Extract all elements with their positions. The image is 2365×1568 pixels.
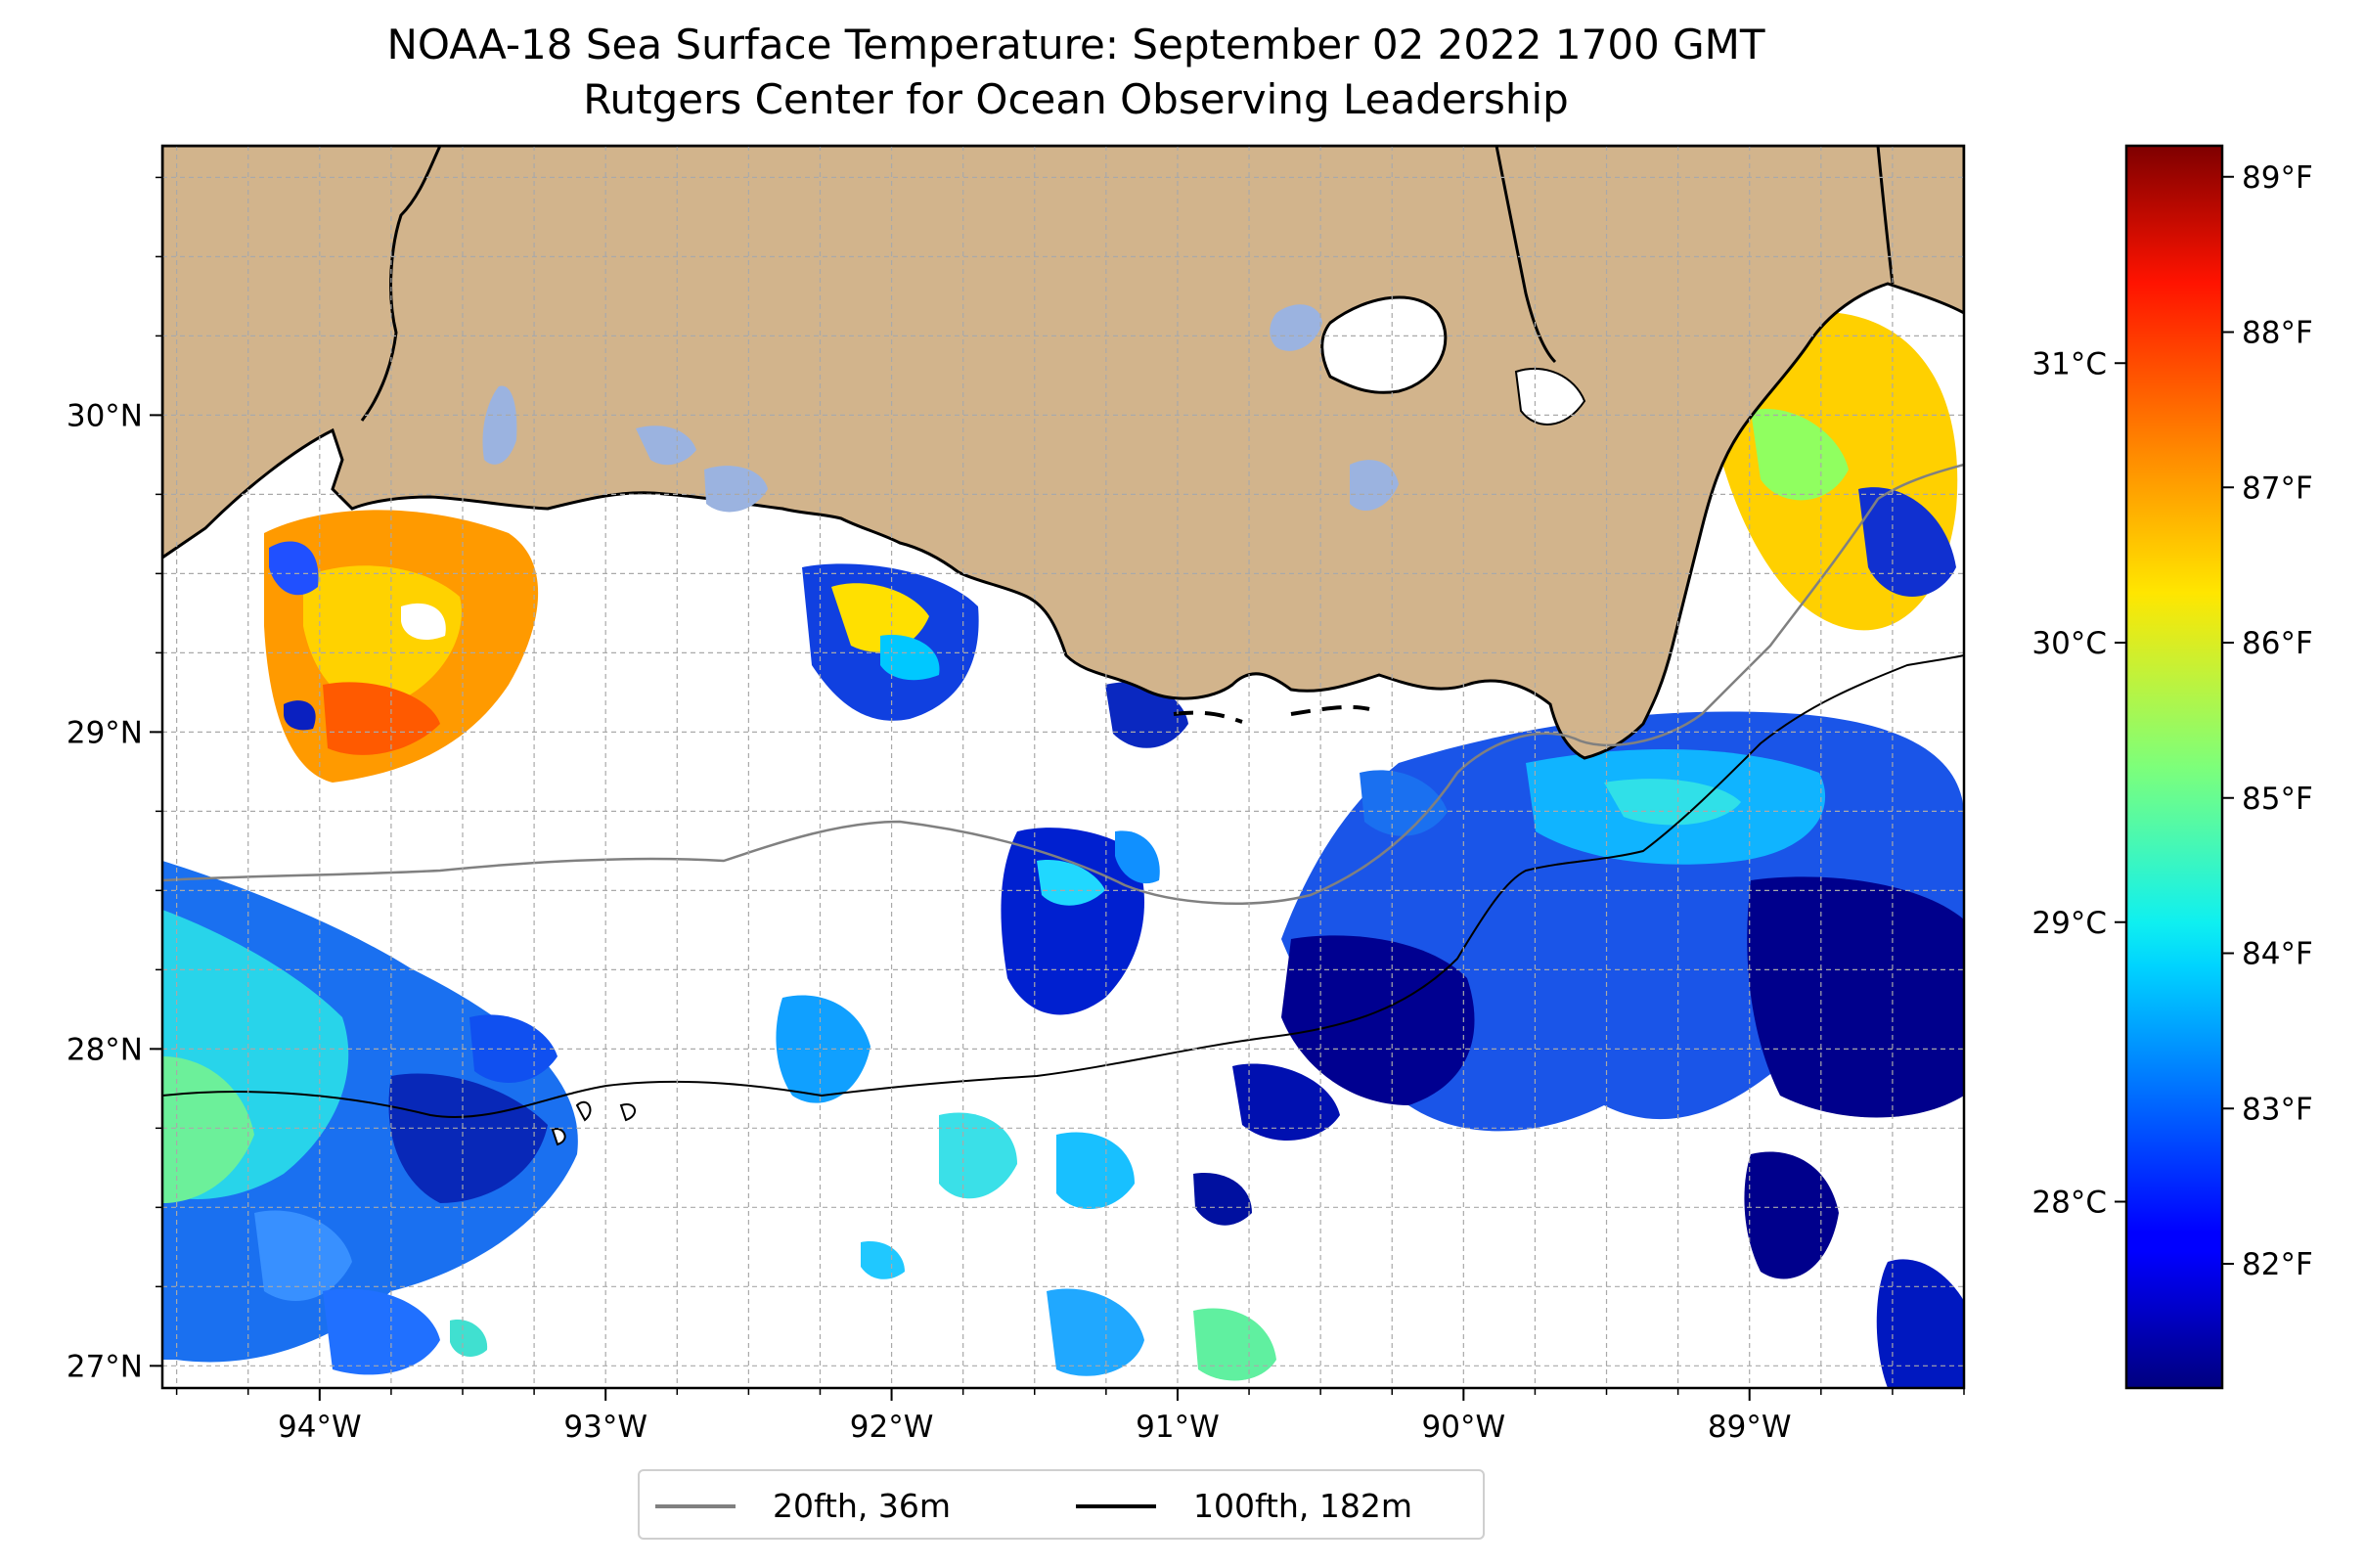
lat-tick-label: 28°N — [67, 1032, 143, 1067]
latitude-axis: 27°N 28°N 29°N 30°N — [67, 176, 162, 1384]
lakes — [482, 304, 1399, 513]
isobath-20fth — [162, 463, 1964, 905]
lon-tick-label: 94°W — [278, 1410, 362, 1445]
legend-swatch-100fth — [1076, 1504, 1156, 1508]
isobath-100fth — [162, 654, 1964, 1119]
colorbar-f-label: 86°F — [2242, 626, 2313, 661]
map-frame — [160, 144, 1966, 1390]
longitude-axis: 94°W 93°W 92°W 91°W 90°W 89°W — [175, 1388, 1965, 1445]
colorbar-c-label: 30°C — [2031, 626, 2107, 661]
colorbar-f-label: 84°F — [2242, 937, 2313, 972]
lon-tick-label: 89°W — [1708, 1410, 1792, 1445]
colorbar-fahrenheit-axis: 89°F 88°F 87°F 86°F 85°F 84°F 83°F 82°F — [2222, 160, 2313, 1282]
map-title: NOAA-18 Sea Surface Temperature: Septemb… — [386, 21, 1765, 68]
legend: 20fth, 36m 100fth, 182m — [638, 1469, 1485, 1540]
legend-label-20fth: 20fth, 36m — [773, 1487, 951, 1525]
colorbar-f-label: 87°F — [2242, 470, 2313, 506]
colorbar-f-label: 83°F — [2242, 1092, 2313, 1127]
colorbar — [2124, 144, 2224, 1390]
colorbar-f-label: 85°F — [2242, 782, 2313, 817]
legend-swatch-20fth — [655, 1504, 736, 1508]
lat-tick-label: 30°N — [67, 398, 143, 433]
lon-tick-label: 92°W — [850, 1410, 934, 1445]
gridlines — [162, 146, 1964, 1388]
colorbar-celsius-axis: 31°C 30°C 29°C 28°C — [2031, 346, 2126, 1221]
colorbar-c-label: 29°C — [2031, 906, 2107, 941]
colorbar-f-label: 89°F — [2242, 160, 2313, 196]
lon-tick-label: 90°W — [1422, 1410, 1506, 1445]
lat-tick-label: 29°N — [67, 715, 143, 750]
map-subtitle: Rutgers Center for Ocean Observing Leade… — [583, 75, 1569, 123]
colorbar-c-label: 31°C — [2031, 346, 2107, 381]
colorbar-c-label: 28°C — [2031, 1186, 2107, 1221]
lon-tick-label: 93°W — [563, 1410, 647, 1445]
colorbar-f-label: 82°F — [2242, 1247, 2313, 1282]
land — [162, 146, 1964, 760]
lon-tick-label: 91°W — [1136, 1410, 1220, 1445]
legend-label-100fth: 100fth, 182m — [1193, 1487, 1412, 1525]
colorbar-f-label: 88°F — [2242, 316, 2313, 351]
lat-tick-label: 27°N — [67, 1349, 143, 1384]
